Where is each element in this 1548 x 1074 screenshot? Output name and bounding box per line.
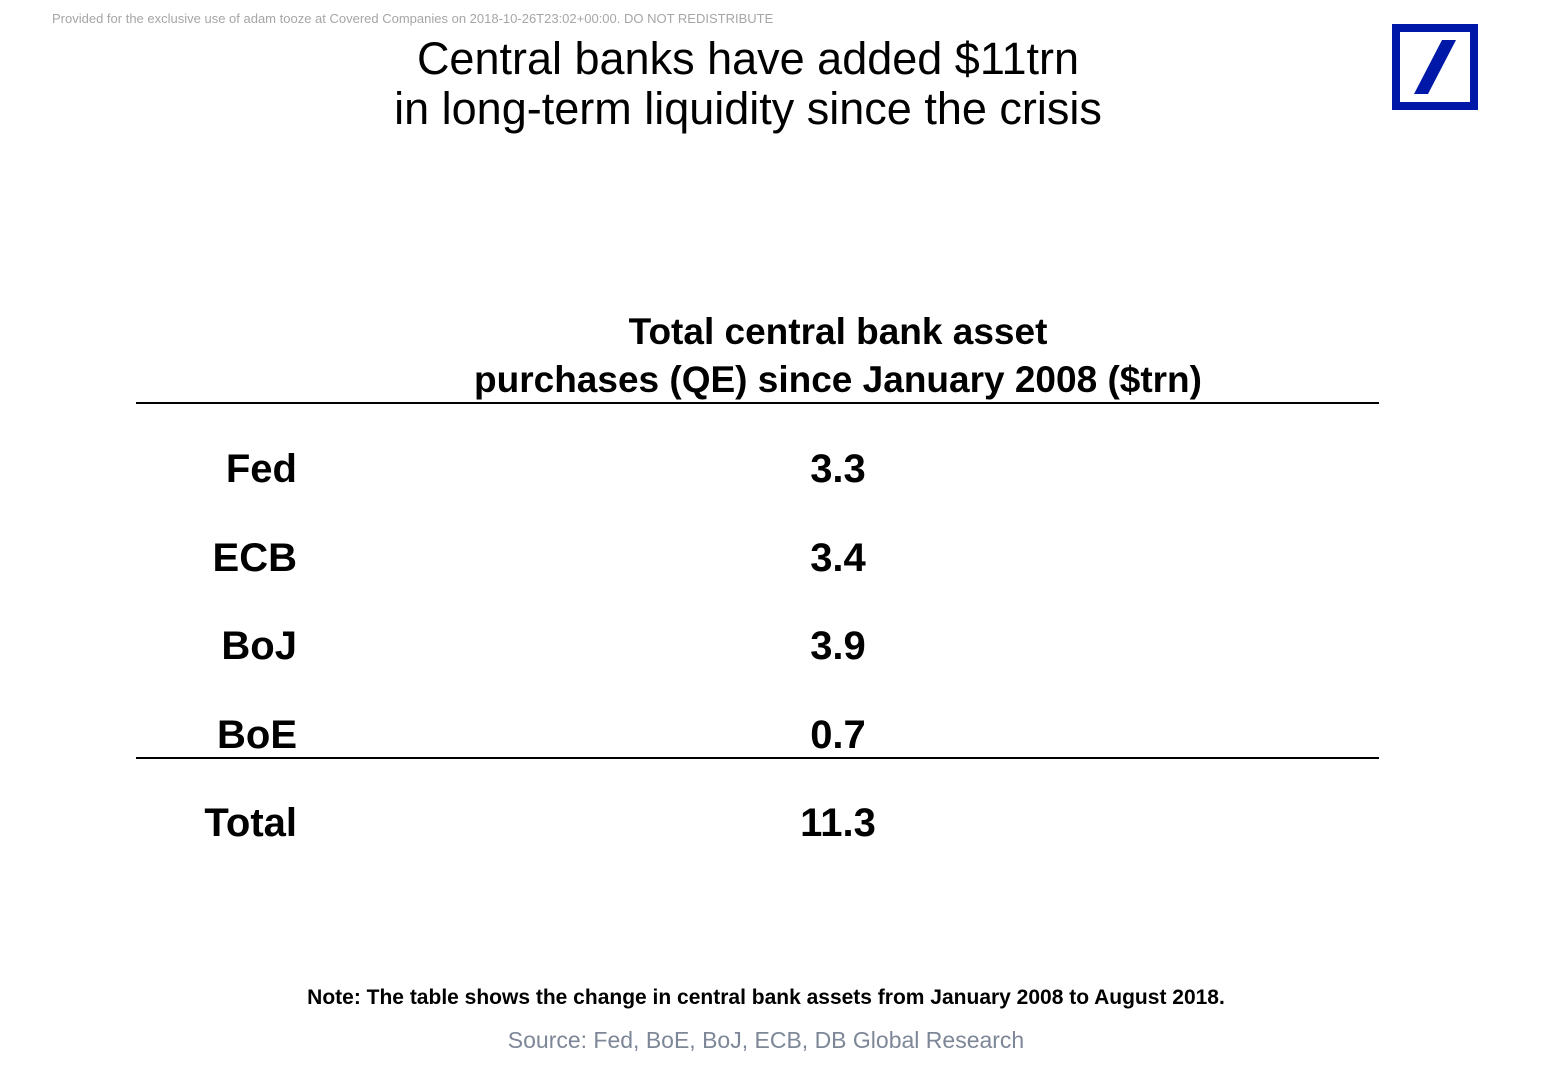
title-line-1: Central banks have added $11trn — [416, 33, 1080, 84]
row-label-boj: BoJ — [221, 624, 297, 668]
title-line-2: in long-term liquidity since the crisis — [394, 83, 1102, 134]
deutsche-bank-logo-icon — [1392, 24, 1478, 110]
row-label-boe: BoE — [217, 713, 297, 757]
row-label-fed: Fed — [225, 447, 297, 491]
table-header: Total central bank asset purchases (QE) … — [400, 308, 1276, 404]
page-title: Central banks have added $11trn in long-… — [0, 34, 1496, 134]
header-divider — [136, 402, 1379, 404]
total-divider — [136, 757, 1379, 759]
row-value-total: 11.3 — [800, 801, 876, 845]
row-value-boe: 0.7 — [810, 713, 866, 757]
watermark-text: Provided for the exclusive use of adam t… — [52, 11, 774, 26]
row-value-boj: 3.9 — [810, 624, 866, 668]
row-value-ecb: 3.4 — [810, 536, 866, 580]
table-header-line-1: Total central bank asset — [628, 311, 1048, 352]
source-text: Source: Fed, BoE, BoJ, ECB, DB Global Re… — [507, 1027, 1025, 1053]
table-header-line-2: purchases (QE) since January 2008 ($trn) — [474, 359, 1202, 400]
row-label-ecb: ECB — [212, 536, 297, 580]
row-value-fed: 3.3 — [810, 447, 866, 491]
table-note: Note: The table shows the change in cent… — [307, 986, 1225, 1009]
row-label-total: Total — [204, 801, 297, 845]
